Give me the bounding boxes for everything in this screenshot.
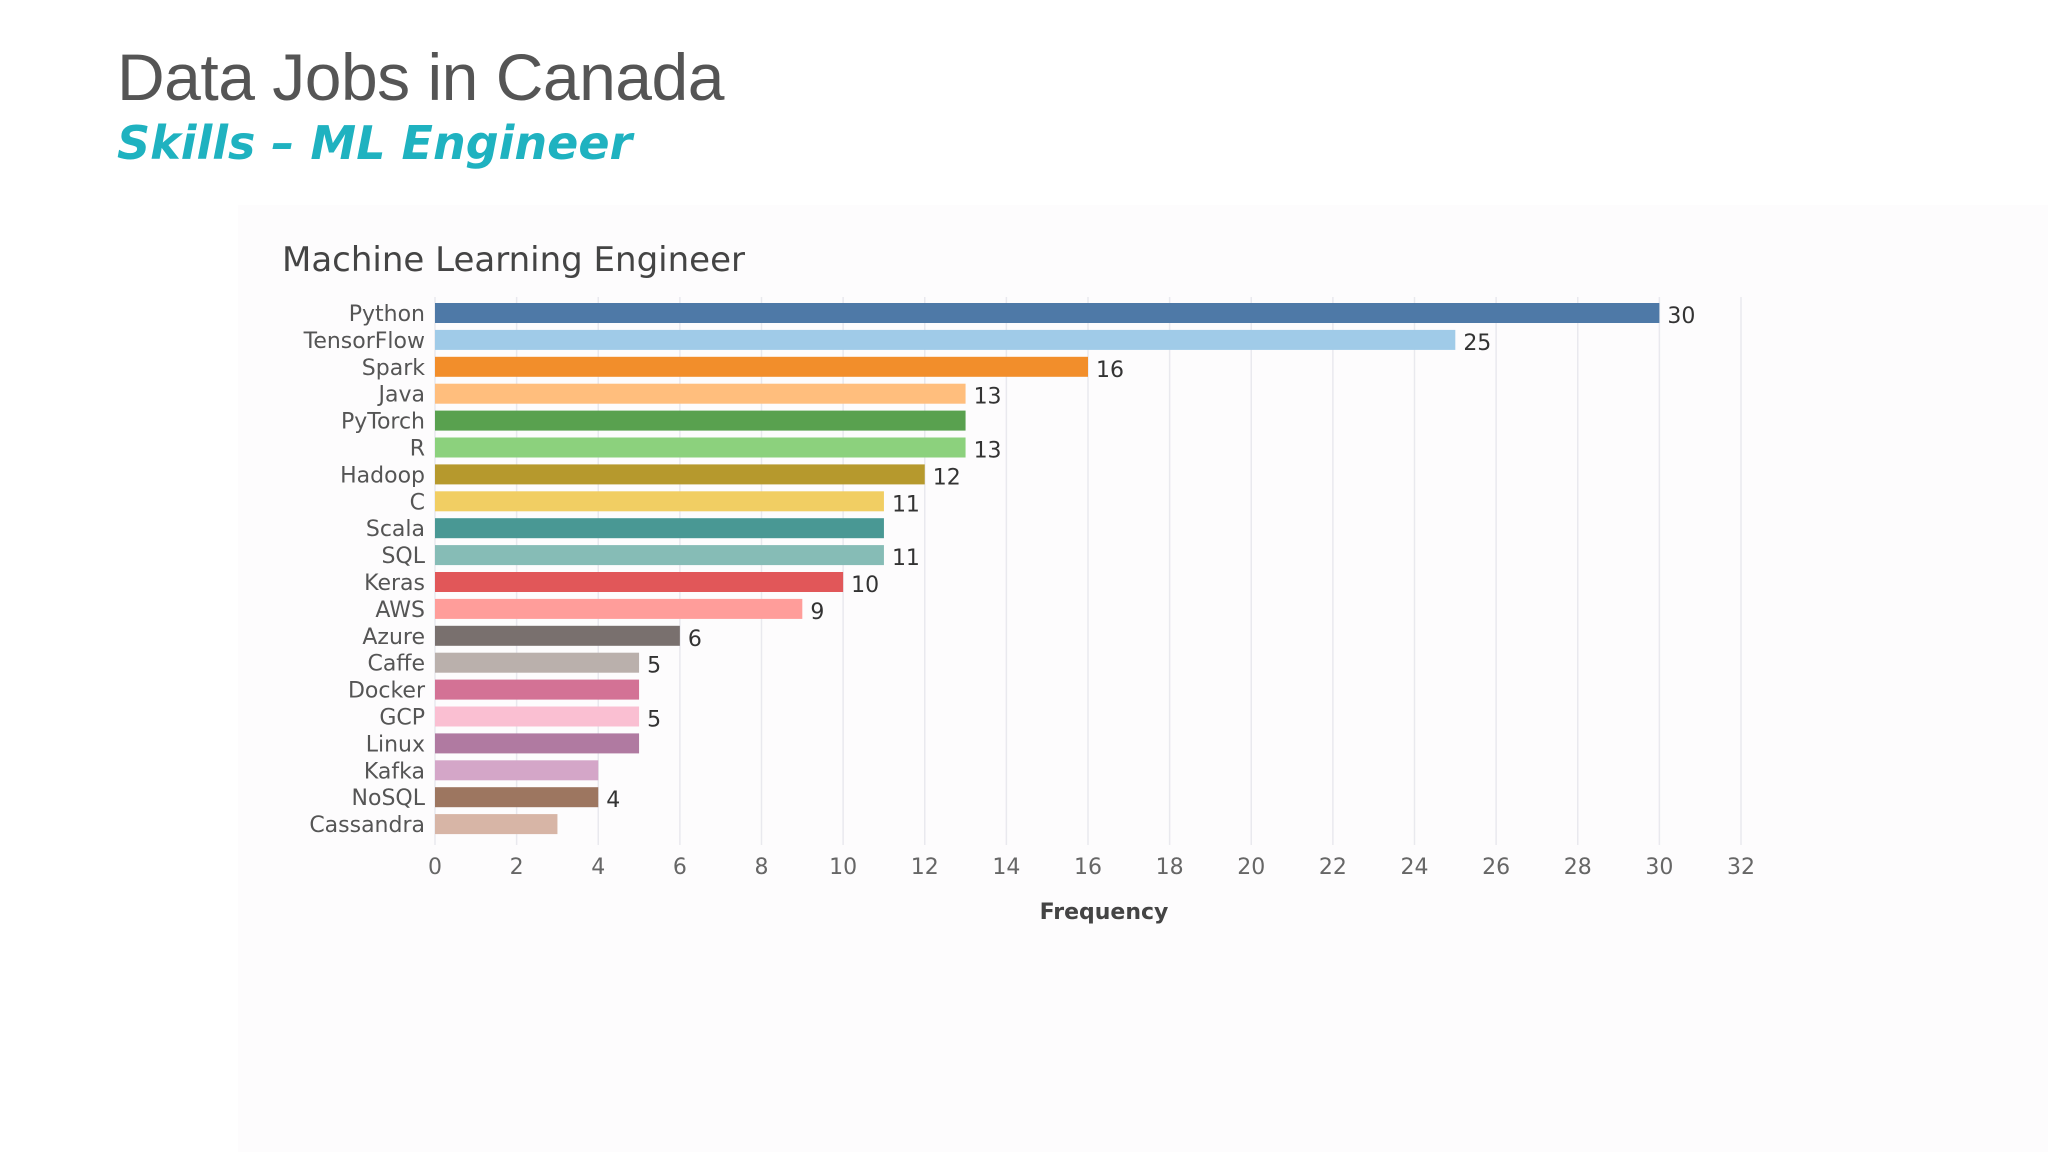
x-tick-label: 20: [1237, 855, 1265, 880]
value-label: 12: [933, 465, 961, 490]
bar: [435, 598, 803, 619]
value-label: 9: [810, 600, 824, 625]
category-label: SQL: [381, 544, 425, 569]
x-tick-label: 18: [1156, 855, 1184, 880]
category-label: Keras: [364, 571, 425, 596]
bar: [435, 787, 599, 808]
x-tick-label: 0: [428, 855, 442, 880]
bar: [435, 760, 599, 781]
value-label: 25: [1463, 331, 1491, 356]
bar: [435, 491, 884, 512]
category-label: TensorFlow: [303, 329, 425, 354]
category-label: Azure: [362, 625, 425, 650]
bar: [435, 383, 966, 404]
x-tick-label: 26: [1482, 855, 1510, 880]
value-labels: 30 25 16 13 13 12 11 11 10 9 6 5 5 4: [606, 304, 1695, 813]
bars: [435, 303, 1660, 835]
category-label: Scala: [366, 517, 425, 542]
value-label: 10: [851, 573, 879, 598]
x-tick-label: 28: [1564, 855, 1592, 880]
bar: [435, 437, 966, 458]
chart-title: Machine Learning Engineer: [282, 240, 745, 280]
grid-lines: [434, 297, 1742, 845]
x-tick-label: 30: [1645, 855, 1673, 880]
value-label: 13: [974, 385, 1002, 410]
bar: [435, 410, 966, 431]
x-tick-label: 32: [1727, 855, 1755, 880]
bar-chart: Machine Learning Engineer PythonTensorFl…: [282, 240, 1755, 925]
category-label: Hadoop: [340, 463, 425, 488]
bar: [435, 329, 1456, 350]
value-label: 5: [647, 654, 661, 679]
category-label: Kafka: [364, 759, 425, 784]
bar: [435, 518, 884, 539]
value-label: 13: [974, 439, 1002, 464]
bar: [435, 625, 680, 646]
bar: [435, 652, 640, 673]
bar: [435, 814, 558, 835]
category-label: R: [410, 437, 425, 462]
x-tick-label: 10: [829, 855, 857, 880]
category-label: AWS: [375, 598, 425, 623]
category-label: Cassandra: [309, 813, 425, 838]
value-label: 30: [1667, 304, 1695, 329]
x-tick-label: 12: [911, 855, 939, 880]
bar: [435, 464, 925, 485]
x-tick-label: 14: [992, 855, 1020, 880]
category-labels: PythonTensorFlowSparkJavaPyTorchRHadoopC…: [303, 302, 426, 838]
x-tick-label: 8: [755, 855, 769, 880]
category-label: GCP: [379, 706, 425, 731]
slide-subtitle: Skills – ML Engineer: [117, 116, 633, 170]
bar: [435, 733, 640, 754]
x-tick-label: 24: [1401, 855, 1429, 880]
category-label: Python: [349, 302, 425, 327]
category-label: C: [410, 490, 425, 515]
category-label: PyTorch: [341, 410, 425, 435]
x-tick-label: 2: [510, 855, 524, 880]
x-tick-label: 22: [1319, 855, 1347, 880]
value-label: 5: [647, 708, 661, 733]
category-label: Caffe: [367, 652, 425, 677]
category-label: NoSQL: [352, 786, 426, 811]
x-tick-label: 16: [1074, 855, 1102, 880]
value-label: 4: [606, 788, 620, 813]
bar: [435, 572, 844, 592]
x-axis-title: Frequency: [1040, 900, 1169, 925]
bar: [435, 706, 640, 727]
bar: [435, 679, 640, 700]
bar: [435, 356, 1088, 377]
value-label: 11: [892, 546, 920, 571]
value-label: 16: [1096, 358, 1124, 383]
chart-panel: Machine Learning Engineer Python TensorFl…: [238, 205, 2048, 1152]
category-label: Spark: [362, 356, 425, 381]
value-label: 11: [892, 492, 920, 517]
slide-title: Data Jobs in Canada: [117, 40, 724, 114]
category-label: Linux: [366, 732, 425, 757]
x-tick-label: 4: [591, 855, 605, 880]
value-label: 6: [688, 627, 702, 652]
x-axis-ticks: 0 2 4 6 8 10 12 14 16 18 20 22 24 26 28 30 32: [428, 855, 1755, 880]
x-tick-label: 6: [673, 855, 687, 880]
category-label: Docker: [348, 679, 426, 704]
bar: [435, 303, 1660, 323]
bar: [435, 545, 884, 566]
category-label: Java: [377, 383, 425, 408]
